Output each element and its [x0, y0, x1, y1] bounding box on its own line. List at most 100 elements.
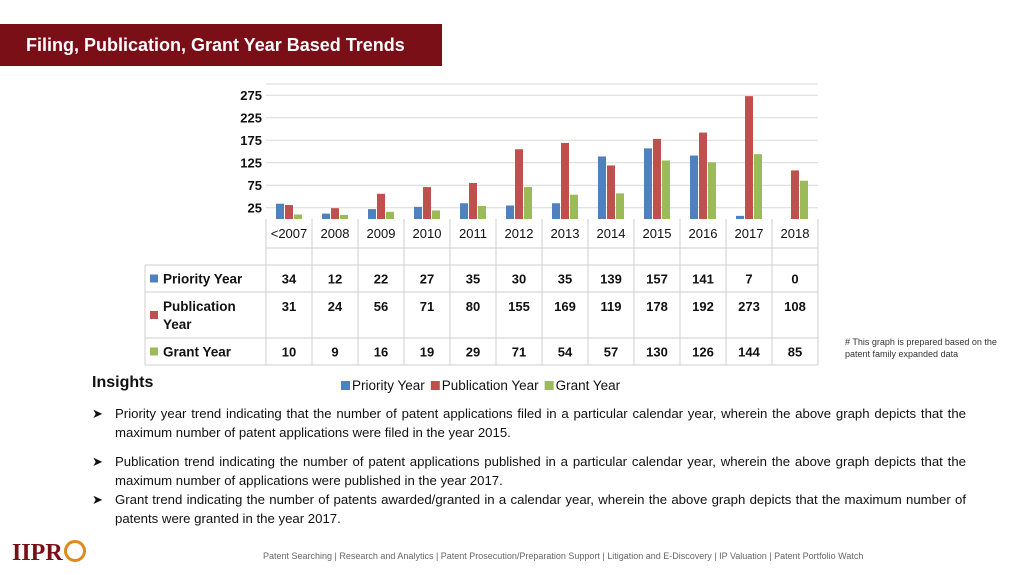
footer-services: Patent Searching | Research and Analytic… [263, 551, 864, 561]
table-value: 56 [374, 299, 388, 314]
arrow-bullet-icon: ➤ [92, 492, 103, 507]
bar-1 [515, 149, 523, 219]
legend-swatch-2 [544, 381, 554, 390]
category-label: 2016 [689, 226, 718, 241]
bar-2 [616, 193, 624, 219]
table-value: 157 [646, 272, 668, 287]
table-value: 141 [692, 272, 714, 287]
bar-2 [800, 180, 808, 219]
table-value: 155 [508, 299, 530, 314]
table-value: 80 [466, 299, 480, 314]
table-value: 130 [646, 345, 668, 360]
insight-item: ➤ Grant trend indicating the number of p… [92, 490, 966, 528]
legend-label: Priority Year [352, 378, 425, 393]
legend-key-1 [150, 311, 158, 319]
row-label: Priority Year [163, 272, 243, 287]
bar-0 [322, 213, 330, 219]
bar-2 [340, 214, 348, 219]
table-value: 12 [328, 272, 342, 287]
table-value: 24 [328, 299, 343, 314]
bar-0 [552, 203, 560, 219]
bar-2 [662, 160, 670, 219]
category-label: 2012 [505, 226, 534, 241]
y-tick-label: 75 [248, 178, 262, 193]
category-label: 2017 [735, 226, 764, 241]
table-value: 178 [646, 299, 668, 314]
table-value: 27 [420, 272, 434, 287]
table-value: 7 [745, 272, 752, 287]
y-tick-label: 175 [240, 133, 262, 148]
table-value: 31 [282, 299, 296, 314]
category-label: 2014 [597, 226, 626, 241]
table-value: 34 [282, 272, 297, 287]
bar-2 [708, 162, 716, 219]
bar-2 [570, 194, 578, 219]
table-value: 119 [601, 299, 622, 314]
company-logo: IIPR [12, 540, 86, 567]
chart-note: # This graph is prepared based on the pa… [845, 337, 997, 359]
table-value: 35 [558, 272, 572, 287]
bar-1 [285, 205, 293, 219]
bar-0 [690, 155, 698, 219]
table-value: 126 [692, 345, 714, 360]
table-value: 273 [738, 299, 760, 314]
bar-1 [699, 132, 707, 219]
legend-swatch-0 [341, 381, 350, 390]
y-tick-label: 225 [240, 110, 262, 125]
table-value: 71 [420, 299, 434, 314]
table-value: 10 [282, 345, 296, 360]
insight-text: Priority year trend indicating that the … [115, 406, 966, 440]
bar-0 [460, 203, 468, 219]
table-value: 19 [420, 345, 434, 360]
insight-text: Publication trend indicating the number … [115, 454, 966, 488]
y-tick-label: 275 [240, 88, 262, 103]
bar-2 [524, 187, 532, 219]
insight-item: ➤ Priority year trend indicating that th… [92, 404, 966, 442]
bar-1 [607, 165, 615, 219]
bar-1 [469, 183, 477, 219]
arrow-bullet-icon: ➤ [92, 406, 103, 421]
legend-label: Grant Year [556, 378, 621, 393]
category-label: 2009 [367, 226, 396, 241]
bar-0 [368, 209, 376, 219]
y-tick-label: 125 [240, 155, 262, 170]
bar-2 [386, 211, 394, 219]
bar-0 [506, 205, 514, 219]
bar-2 [432, 210, 440, 219]
insight-item: ➤ Publication trend indicating the numbe… [92, 452, 966, 490]
table-value: 57 [604, 345, 618, 360]
bar-0 [276, 203, 284, 219]
bar-0 [414, 206, 422, 219]
insight-text: Grant trend indicating the number of pat… [115, 492, 966, 526]
table-value: 35 [466, 272, 480, 287]
legend-swatch-1 [430, 381, 440, 390]
insights-list: ➤ Priority year trend indicating that th… [92, 404, 966, 528]
table-value: 29 [466, 345, 480, 360]
bar-1 [791, 170, 799, 219]
category-label: 2018 [781, 226, 810, 241]
insights-heading: Insights [92, 374, 154, 391]
y-tick-label: 25 [248, 200, 262, 215]
table-value: 22 [374, 272, 388, 287]
arrow-bullet-icon: ➤ [92, 454, 103, 469]
bar-0 [736, 215, 744, 219]
table-value: 71 [512, 345, 526, 360]
table-value: 16 [374, 345, 388, 360]
page-title: Filing, Publication, Grant Year Based Tr… [0, 24, 442, 66]
legend-key-2 [150, 347, 158, 356]
category-label: 2015 [643, 226, 672, 241]
bar-2 [754, 154, 762, 219]
bar-1 [561, 142, 569, 219]
legend-key-0 [150, 274, 158, 283]
trend-chart: 25 75 125 175 225 275 <2007 2008 2009 2010 2011 201… [144, 83, 819, 393]
table-value: 0 [791, 272, 798, 287]
category-label: 2008 [321, 226, 350, 241]
bar-2 [478, 205, 486, 219]
table-value: 85 [788, 345, 802, 360]
table-value: 144 [738, 345, 760, 360]
table-value: 9 [331, 345, 338, 360]
category-label: <2007 [271, 226, 308, 241]
bar-0 [644, 148, 652, 219]
bar-0 [598, 156, 606, 219]
table-value: 139 [600, 272, 622, 287]
